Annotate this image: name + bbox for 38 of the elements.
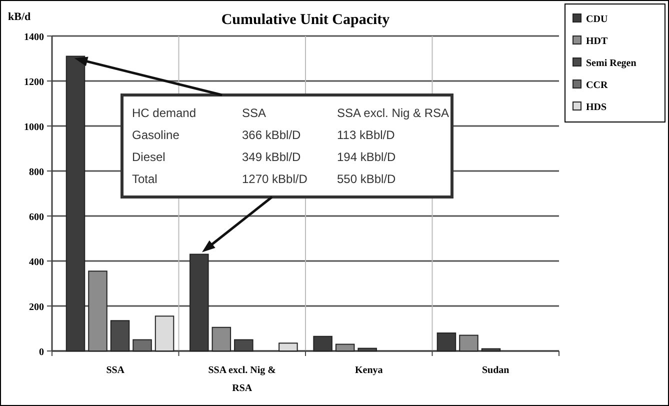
annotation: 194 kBbl/D [337,150,396,164]
y-tick-label: 1400 [24,32,44,43]
annotation: 550 kBbl/D [337,172,396,186]
x-tick-label: Sudan [482,365,510,376]
annotation: 1270 kBbl/D [242,172,308,186]
x-tick-label: Kenya [354,365,383,376]
y-tick-label: 200 [29,302,44,313]
bar [278,342,298,352]
x-tick-label: SSA excl. Nig & RSA [208,365,276,394]
bar [459,334,478,352]
y-tick-label: 1000 [24,122,44,133]
y-axis-title: kB/d [8,11,31,23]
legend-label: HDT [586,36,608,47]
legend-label: CCR [586,80,608,91]
y-tick-label: 0 [39,347,44,358]
annotation: Gasoline [132,128,180,142]
annotation: HC demand [132,106,196,120]
y-tick-label: 800 [29,167,44,178]
chart-title: Cumulative Unit Capacity [221,12,390,28]
annotation: SSA [242,106,266,120]
bar [335,344,355,352]
y-tick-label: 400 [29,257,44,268]
x-tick-label: SSA [106,365,126,376]
y-tick-label: 1200 [24,77,44,88]
annotation: 113 kBbl/D [337,128,396,142]
bar [212,326,232,352]
annotation: Total [132,172,158,186]
legend-label: HDS [586,102,607,113]
bar [88,270,108,352]
y-tick-label: 600 [29,212,44,223]
annotation: Diesel [132,150,166,164]
legend-label: CDU [586,14,608,25]
annotation: SSA excl. Nig & RSA [337,106,450,120]
annotation: 366 kBbl/D [242,128,302,142]
annotation: 349 kBbl/D [242,150,302,164]
legend-label: Semi Regen [586,58,637,69]
bar [132,339,152,352]
bar [154,316,174,352]
